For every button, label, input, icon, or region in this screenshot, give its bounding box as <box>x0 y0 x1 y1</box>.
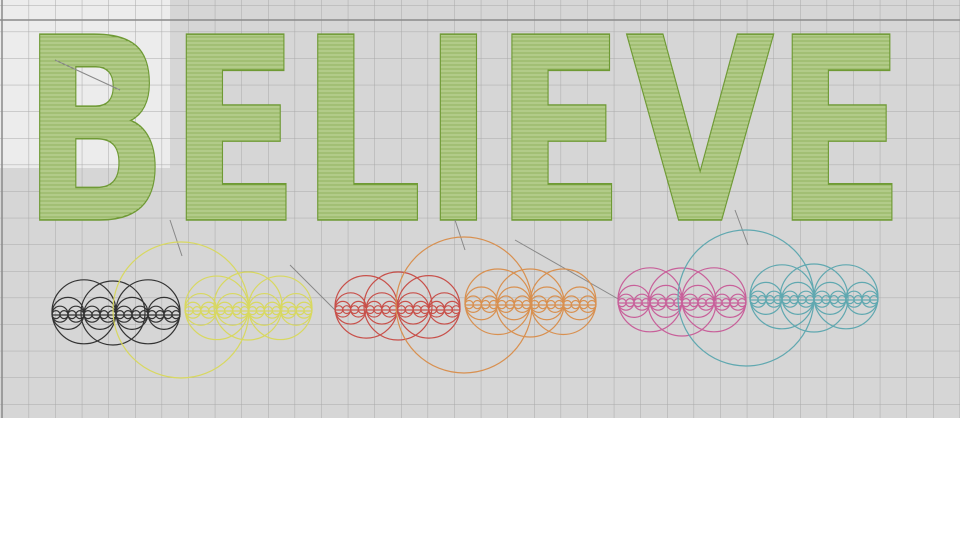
motif-circle <box>779 263 849 333</box>
motif-circle <box>647 267 717 337</box>
jump-stitch <box>734 209 749 246</box>
jump-stitch <box>169 219 183 257</box>
circle-motifs <box>51 59 879 379</box>
stitched-text: BELIEVE <box>22 0 906 281</box>
jump-stitch <box>454 219 466 251</box>
motif-circle <box>80 280 146 346</box>
jump-stitch <box>514 239 621 301</box>
motif-circle <box>303 306 313 316</box>
jump-stitch <box>289 264 336 311</box>
motif-circle <box>171 310 181 320</box>
motif-circle <box>451 305 461 315</box>
motif-circle <box>869 295 879 305</box>
motif-circle <box>587 299 597 310</box>
jump-stitch <box>54 59 121 91</box>
grid <box>0 0 960 418</box>
motif-circle <box>737 298 747 308</box>
